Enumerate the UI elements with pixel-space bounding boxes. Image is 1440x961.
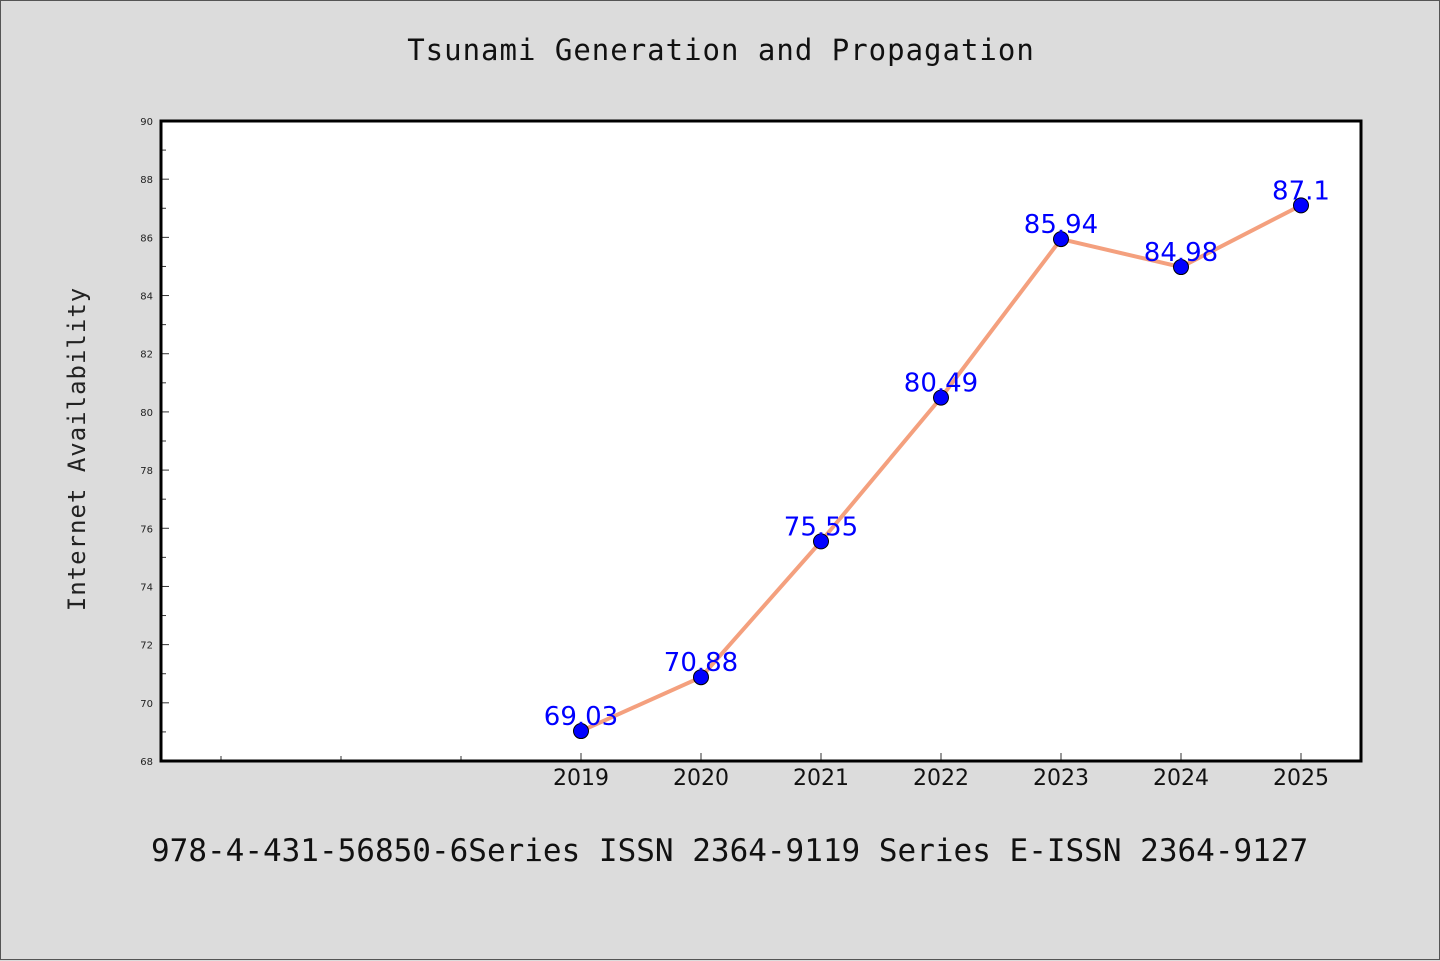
x-tick-label: 2023 bbox=[1033, 766, 1089, 791]
data-label: 84.98 bbox=[1144, 238, 1218, 268]
x-tick-label: 2022 bbox=[913, 766, 969, 791]
x-tick-label: 2019 bbox=[553, 766, 609, 791]
data-label: 70.88 bbox=[664, 648, 738, 678]
y-tick-label: 70 bbox=[140, 699, 153, 710]
x-tick-label: 2025 bbox=[1273, 766, 1329, 791]
y-tick-label: 72 bbox=[140, 641, 153, 652]
data-point bbox=[1173, 259, 1189, 276]
chart-title: Tsunami Generation and Propagation bbox=[407, 33, 1035, 67]
y-tick-label: 78 bbox=[140, 466, 153, 477]
data-point bbox=[933, 389, 949, 406]
data-label: 69.03 bbox=[544, 702, 618, 732]
data-label: 85.94 bbox=[1024, 210, 1098, 240]
data-label: 87.1 bbox=[1272, 176, 1330, 206]
data-point bbox=[573, 723, 589, 740]
data-point bbox=[693, 669, 709, 686]
plot-frame bbox=[159, 119, 1363, 763]
y-tick-label: 86 bbox=[140, 233, 153, 244]
y-tick-label: 74 bbox=[140, 582, 153, 593]
y-tick-label: 88 bbox=[140, 175, 153, 186]
y-tick-label: 82 bbox=[140, 350, 153, 361]
data-point bbox=[813, 533, 829, 550]
footer-text: 978-4-431-56850-6Series ISSN 2364-9119 S… bbox=[151, 833, 1309, 869]
x-tick-label: 2024 bbox=[1153, 766, 1209, 791]
y-tick-label: 76 bbox=[140, 524, 153, 535]
data-point bbox=[1293, 197, 1309, 214]
data-point bbox=[1053, 231, 1069, 248]
data-label: 75.55 bbox=[784, 512, 858, 542]
x-tick-label: 2021 bbox=[793, 766, 849, 791]
plot-area bbox=[161, 121, 1361, 761]
y-tick-label: 84 bbox=[140, 292, 153, 303]
data-label: 80.49 bbox=[904, 369, 978, 399]
y-tick-label: 90 bbox=[140, 117, 153, 128]
y-tick-label: 68 bbox=[140, 757, 153, 768]
x-tick-label: 2020 bbox=[673, 766, 729, 791]
y-tick-label: 80 bbox=[140, 408, 153, 419]
